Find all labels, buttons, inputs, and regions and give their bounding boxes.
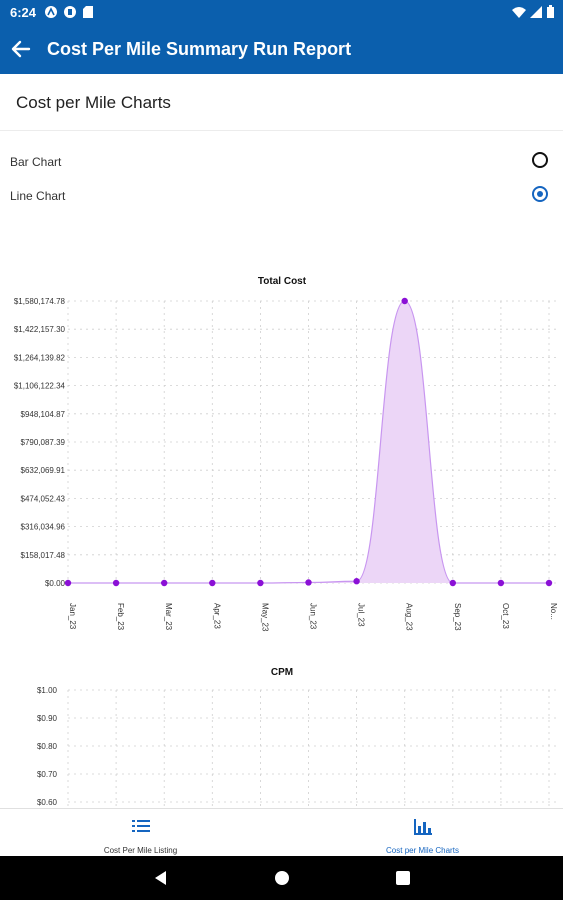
y-tick-label: $316,034.96	[21, 523, 66, 532]
bottom-navigation: Cost Per Mile Listing Cost per Mile Char…	[0, 808, 563, 857]
data-point	[161, 579, 168, 587]
y-tick-label: $632,069.91	[21, 466, 66, 475]
tab-cost-per-mile-charts-label: Cost per Mile Charts	[386, 846, 459, 855]
divider	[0, 130, 563, 131]
x-tick-label: Sep_23	[453, 603, 462, 631]
wifi-icon	[512, 7, 526, 18]
x-tick-label: Jan_23	[68, 603, 77, 630]
x-tick-label: May_23	[260, 603, 269, 632]
chart-title: CPM	[271, 667, 293, 678]
tab-cost-per-mile-listing[interactable]: Cost Per Mile Listing	[0, 809, 281, 857]
bar-chart-option[interactable]: Bar Chart	[0, 148, 563, 178]
sd-card-icon	[83, 6, 93, 18]
data-point	[257, 579, 264, 587]
y-tick-label: $0.70	[37, 770, 58, 779]
x-tick-label: Feb_23	[116, 603, 125, 631]
y-tick-label: $1,106,122.34	[14, 382, 66, 391]
x-tick-label: Jun_23	[309, 603, 318, 630]
bar-chart-icon	[413, 819, 432, 835]
app-notification-icon	[45, 6, 57, 18]
list-icon	[131, 820, 150, 832]
y-tick-label: $0.00	[45, 579, 66, 588]
data-point	[497, 579, 505, 587]
page-title: Cost per Mile Charts	[16, 93, 171, 112]
y-tick-label: $0.80	[37, 742, 58, 751]
x-tick-label: Apr_23	[212, 603, 221, 629]
data-point	[305, 579, 312, 586]
tab-cost-per-mile-charts[interactable]: Cost per Mile Charts	[282, 809, 563, 857]
line-chart-option-label: Line Chart	[10, 189, 66, 203]
data-point	[545, 579, 553, 587]
system-navigation-bar	[0, 856, 563, 900]
back-arrow-icon[interactable]	[10, 38, 32, 60]
cpm-chart: CPM $1.00 $0.90 $0.80 $0.70 $0.60	[37, 667, 556, 808]
y-tick-label: $790,087.39	[21, 438, 66, 447]
app-bar: Cost Per Mile Summary Run Report	[0, 26, 563, 74]
signal-icon	[530, 6, 542, 18]
home-nav-icon[interactable]	[274, 870, 290, 886]
y-tick-label: $1.00	[37, 686, 58, 695]
y-tick-label: $158,017.48	[21, 551, 66, 560]
chart-title: Total Cost	[258, 276, 307, 287]
status-time: 6:24	[10, 5, 37, 20]
y-tick-label: $1,264,139.82	[14, 353, 66, 362]
y-tick-label: $1,422,157.30	[14, 325, 66, 334]
x-tick-label: No...	[549, 603, 558, 620]
data-point	[112, 579, 120, 587]
series-area	[68, 301, 549, 583]
bar-chart-option-label: Bar Chart	[10, 155, 62, 169]
data-point	[449, 579, 456, 587]
status-bar: 6:24	[0, 0, 563, 26]
data-point	[64, 579, 72, 587]
data-point	[401, 297, 408, 305]
line-chart-option[interactable]: Line Chart	[0, 182, 563, 212]
y-tick-label: $474,052.43	[21, 494, 66, 503]
sync-notification-icon	[64, 6, 76, 18]
data-point	[209, 579, 216, 587]
x-tick-label: Mar_23	[164, 603, 173, 631]
back-nav-icon[interactable]	[153, 870, 169, 886]
y-tick-label: $948,104.87	[21, 410, 66, 419]
x-tick-label: Jul_23	[357, 603, 366, 627]
recents-nav-icon[interactable]	[395, 870, 411, 886]
total-cost-chart: Total Cost $1,580,174.78 $1,422,157.30 $1,2…	[14, 276, 558, 632]
app-bar-title: Cost Per Mile Summary Run Report	[47, 39, 352, 59]
data-point	[353, 578, 360, 585]
y-tick-label: $0.90	[37, 714, 58, 723]
battery-icon	[547, 5, 554, 18]
line-chart-radio[interactable]	[532, 186, 548, 202]
bar-chart-radio[interactable]	[532, 152, 548, 168]
y-tick-label: $0.60	[37, 798, 58, 807]
x-tick-label: Oct_23	[501, 603, 510, 629]
tab-cost-per-mile-listing-label: Cost Per Mile Listing	[103, 846, 178, 855]
y-tick-label: $1,580,174.78	[14, 297, 66, 306]
x-tick-label: Aug_23	[405, 603, 414, 631]
